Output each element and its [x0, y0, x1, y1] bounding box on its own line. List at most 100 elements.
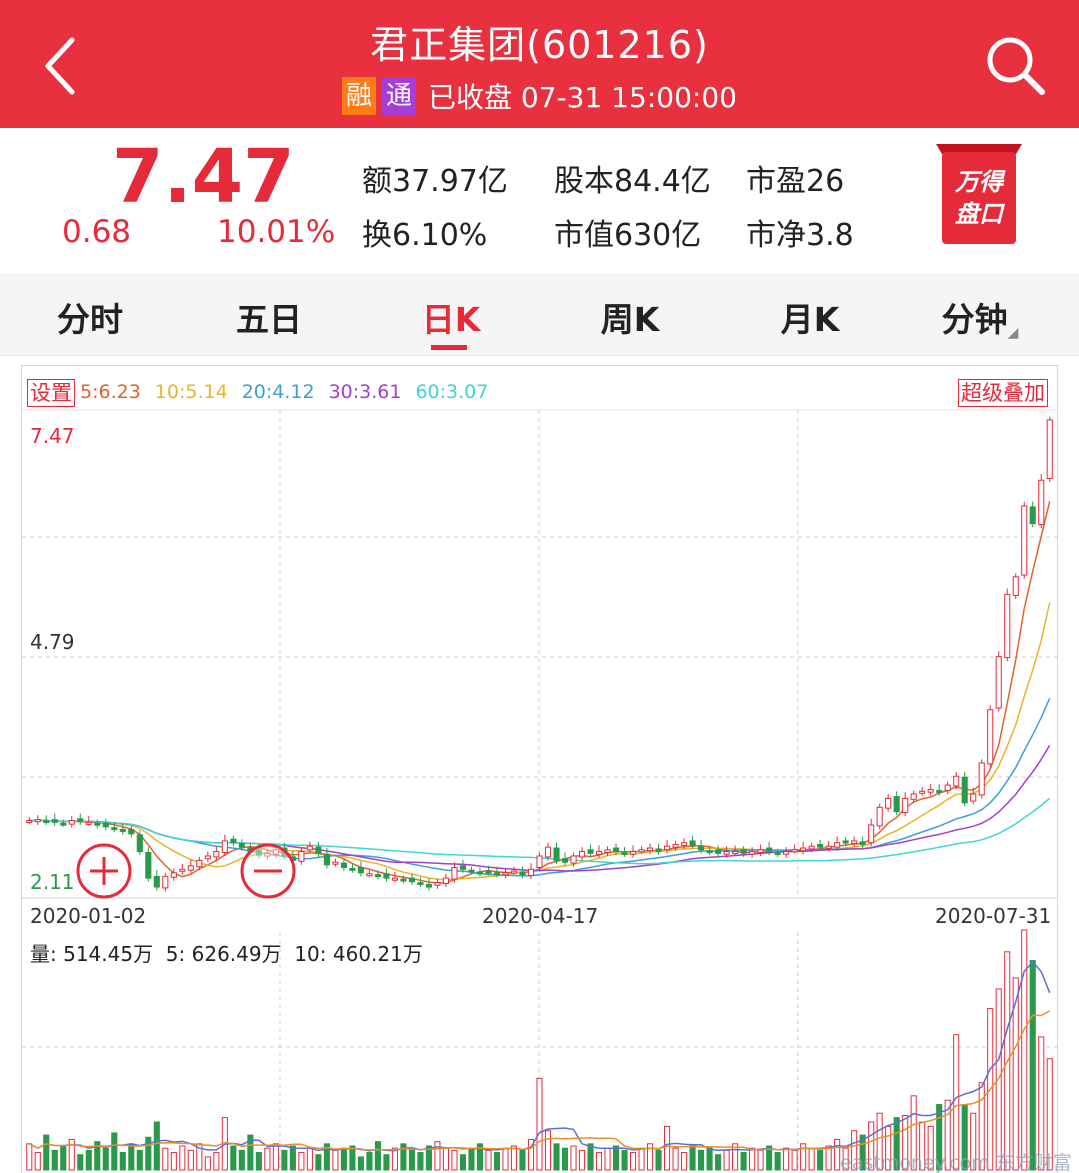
super-overlay-button[interactable]: 超级叠加 — [958, 379, 1048, 407]
candle-body — [221, 840, 228, 853]
chart-grid — [22, 409, 1057, 1170]
candle-body — [519, 871, 526, 876]
volume-bar — [425, 1145, 432, 1171]
candle-body — [595, 851, 603, 855]
tab-monthly-k[interactable]: 月K — [780, 300, 840, 339]
volume-bar — [936, 1104, 943, 1171]
volume-bar — [681, 1152, 688, 1171]
candle-body — [468, 869, 475, 873]
tab-minute[interactable]: 分钟◢ — [910, 293, 1050, 341]
candle-body — [51, 819, 58, 823]
candle-body — [408, 877, 415, 883]
active-tab-indicator — [431, 345, 467, 350]
candle-body — [119, 828, 126, 832]
candle-body — [102, 822, 109, 828]
kline-chart-frame[interactable] — [21, 365, 1058, 1173]
close-status-text: 已收盘 07-31 15:00:00 — [428, 81, 737, 114]
volume-bar — [510, 1145, 518, 1171]
volume-bar — [170, 1152, 177, 1171]
volume-bar — [1029, 960, 1036, 1171]
stock-title: 君正集团(601216) — [370, 23, 709, 67]
back-button[interactable] — [34, 30, 94, 100]
tab-intraday[interactable]: 分时 — [57, 300, 123, 339]
candle-body — [383, 873, 390, 879]
tab-weekly-k[interactable]: 周K — [600, 300, 660, 339]
volume-bar — [315, 1154, 322, 1171]
candle-body — [876, 806, 883, 827]
candle-body — [213, 851, 220, 858]
volume-bar — [400, 1143, 407, 1171]
candle-body — [961, 776, 968, 804]
chart-markers — [76, 843, 296, 899]
watermark: eastmoney.com 东方财富网 — [840, 1152, 1072, 1173]
volume-ma10-line — [28, 1010, 1051, 1151]
event-marker-plus — [76, 843, 132, 899]
candle-body — [187, 865, 194, 871]
volume-bar — [391, 1147, 398, 1171]
market-cap-stat: 市值630亿 — [554, 218, 702, 253]
candle-body — [94, 822, 101, 826]
candle-body — [655, 848, 662, 853]
chart-settings-button[interactable]: 设置 — [27, 379, 75, 407]
x-tick-start: 2020-01-02 — [30, 904, 147, 928]
volume-bar — [978, 1082, 985, 1171]
candle-body — [366, 873, 373, 877]
tab-minute-label: 分钟 — [941, 300, 1008, 339]
volume-bar — [187, 1149, 194, 1171]
candle-body — [723, 851, 730, 855]
candle-body — [749, 851, 756, 855]
candle-body — [196, 859, 203, 868]
volume-bar — [85, 1149, 92, 1171]
price-change-pct: 10.01% — [217, 214, 336, 250]
candle-body — [944, 784, 951, 791]
volume-bar — [536, 1077, 543, 1171]
search-button[interactable] — [980, 30, 1052, 102]
candle-body — [834, 842, 841, 848]
volume-bar — [247, 1134, 254, 1171]
tab-daily-k[interactable]: 日K — [421, 300, 481, 339]
volume-bar — [629, 1152, 637, 1171]
candle-body — [527, 868, 535, 877]
volume-bar — [502, 1147, 509, 1171]
candle-body — [936, 789, 943, 793]
candle-body — [740, 849, 747, 854]
volume-bar — [893, 1117, 900, 1171]
volume-bar — [621, 1149, 628, 1171]
connect-tag: 通 — [382, 77, 417, 115]
candle-body — [561, 858, 569, 863]
candle-body — [953, 775, 960, 787]
volume-bar — [791, 1149, 798, 1171]
volume-bar — [332, 1149, 339, 1171]
candle-body — [34, 819, 41, 823]
candle-body — [204, 855, 211, 860]
candle-body — [868, 824, 875, 844]
volume-bar — [128, 1143, 135, 1171]
tab-five-day[interactable]: 五日 — [236, 300, 302, 339]
volume-bar — [638, 1147, 645, 1171]
candle-body — [910, 793, 917, 800]
volume-bar — [459, 1154, 467, 1171]
share-capital-stat: 股本84.4亿 — [554, 164, 711, 199]
volume-bar — [298, 1152, 305, 1171]
wind-orderbook-button[interactable]: 万得 盘口 — [936, 142, 1022, 246]
volume-bar — [774, 1152, 781, 1171]
candle-body — [1021, 505, 1028, 576]
volume-bar — [561, 1147, 569, 1171]
candle-body — [970, 793, 977, 802]
amount-stat: 额37.97亿 — [362, 164, 508, 199]
x-tick-end: 2020-07-31 — [935, 904, 1052, 928]
volume-bar — [553, 1143, 560, 1171]
volume-bar — [153, 1121, 160, 1171]
pe-stat: 市盈26 — [746, 164, 845, 199]
candle-body — [153, 875, 160, 888]
volume-bar — [204, 1156, 211, 1171]
x-tick-mid: 2020-04-17 — [482, 904, 599, 928]
candle-body — [544, 846, 552, 858]
volume-bar — [655, 1149, 662, 1171]
candle-body — [332, 861, 339, 865]
volume-bar — [519, 1149, 526, 1171]
candle-body — [570, 855, 577, 864]
candle-body — [689, 840, 696, 846]
volume-bar — [323, 1143, 330, 1171]
candle-body — [859, 841, 866, 845]
